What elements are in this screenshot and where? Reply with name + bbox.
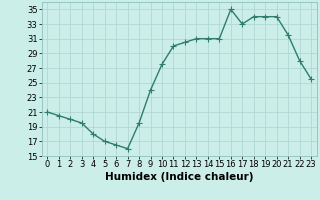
X-axis label: Humidex (Indice chaleur): Humidex (Indice chaleur) <box>105 172 253 182</box>
